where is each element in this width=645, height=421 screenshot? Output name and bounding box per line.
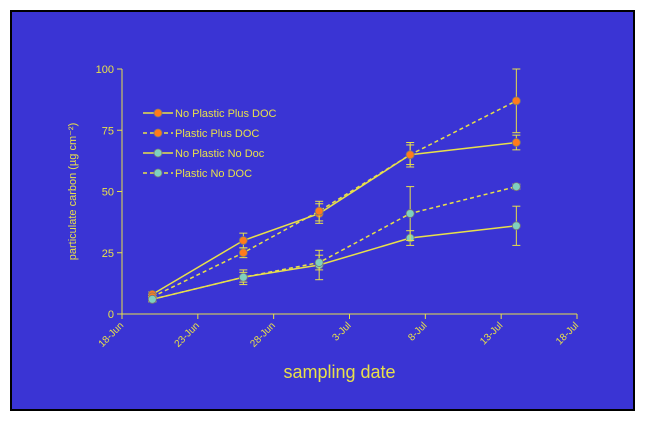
x-tick-label: 23-Jun [173, 320, 202, 349]
legend-label: No Plastic No Doc [175, 148, 265, 160]
legend-marker [153, 108, 163, 118]
y-tick-label: 75 [102, 125, 114, 137]
series-plastic-no-doc [147, 182, 521, 304]
x-tick-label: 18-Jun [97, 320, 126, 349]
legend-item: No Plastic No Doc [143, 148, 265, 160]
x-tick-label: 18-Jul [554, 320, 581, 347]
legend-marker [153, 168, 163, 178]
legend-label: Plastic No DOC [175, 168, 252, 180]
y-tick-label: 25 [102, 248, 114, 260]
data-point [405, 150, 415, 160]
x-tick-label: 13-Jul [478, 320, 505, 347]
data-point [511, 96, 521, 106]
legend-label: Plastic Plus DOC [175, 128, 259, 140]
data-point [238, 236, 248, 245]
series-plastic-plus-doc [147, 68, 521, 302]
data-point [314, 258, 324, 267]
legend-item: Plastic Plus DOC [143, 128, 259, 140]
y-tick-label: 0 [108, 309, 114, 321]
data-point [511, 138, 521, 147]
y-tick-label: 50 [102, 187, 114, 199]
data-point [238, 248, 248, 258]
data-point [314, 206, 324, 216]
x-tick-label: 8-Jul [406, 320, 429, 343]
data-point [405, 209, 415, 218]
legend-marker [153, 148, 163, 158]
legend-item: No Plastic Plus DOC [143, 108, 277, 120]
line-chart: 0 25 50 75 100 18-Jun 23-Jun 28-Jun 3-Jul 8-Jul 13… [67, 64, 581, 382]
data-point [238, 272, 248, 282]
plot-area: 0 25 50 75 100 18-Jun 23-Jun 28-Jun 3-Jul 8-Jul 13… [96, 64, 581, 350]
data-point [147, 294, 157, 304]
legend-marker [153, 128, 163, 138]
series-line [151, 141, 517, 296]
slide-background: 0 25 50 75 100 18-Jun 23-Jun 28-Jun 3-Jul 8-Jul 13… [10, 10, 635, 411]
data-point [511, 182, 521, 192]
legend-label: No Plastic Plus DOC [175, 108, 277, 120]
legend-item: Plastic No DOC [143, 168, 252, 180]
y-axis-label: particulate carbon (µg cm⁻²) [67, 123, 79, 260]
series-no-plastic-no-doc [147, 205, 521, 304]
x-tick-label: 28-Jun [248, 320, 277, 349]
y-tick-label: 100 [96, 64, 114, 76]
x-axis-label: sampling date [283, 362, 395, 382]
x-tick-label: 3-Jul [331, 320, 354, 343]
legend: No Plastic Plus DOC Plastic Plus DOC No Pl… [143, 108, 277, 180]
data-point [511, 221, 521, 231]
